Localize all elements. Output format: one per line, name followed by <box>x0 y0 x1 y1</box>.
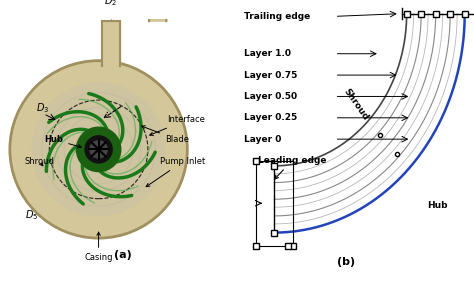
Polygon shape <box>134 0 166 21</box>
Circle shape <box>32 83 165 216</box>
Text: (a): (a) <box>114 250 132 260</box>
Text: $D_2$: $D_2$ <box>104 0 118 8</box>
Text: Casing: Casing <box>84 232 113 262</box>
Text: Layer 1.0: Layer 1.0 <box>244 49 291 58</box>
Text: Layer 0.25: Layer 0.25 <box>244 113 297 122</box>
Text: (b): (b) <box>337 257 356 267</box>
Circle shape <box>90 141 107 158</box>
Circle shape <box>85 136 112 163</box>
Circle shape <box>76 127 121 172</box>
Text: Layer 0.75: Layer 0.75 <box>244 71 298 80</box>
Text: Hub: Hub <box>428 201 448 210</box>
Text: Pump Inlet: Pump Inlet <box>146 157 205 187</box>
Text: $D_3$: $D_3$ <box>36 101 49 115</box>
Text: Trailing edge: Trailing edge <box>244 12 310 21</box>
Text: Blade: Blade <box>142 126 189 144</box>
Text: Outlet: Outlet <box>0 283 1 284</box>
Text: Shroud: Shroud <box>25 157 55 166</box>
Bar <box>255 160 293 246</box>
Polygon shape <box>102 21 119 66</box>
Text: $D_5$: $D_5$ <box>25 208 38 222</box>
Text: Interface: Interface <box>150 115 206 135</box>
Text: Leading edge: Leading edge <box>258 156 327 179</box>
Text: Shroud: Shroud <box>342 87 370 122</box>
Circle shape <box>10 61 187 238</box>
Text: Layer 0.50: Layer 0.50 <box>244 92 297 101</box>
Text: Hub: Hub <box>45 135 82 148</box>
Text: Layer 0: Layer 0 <box>244 135 282 144</box>
